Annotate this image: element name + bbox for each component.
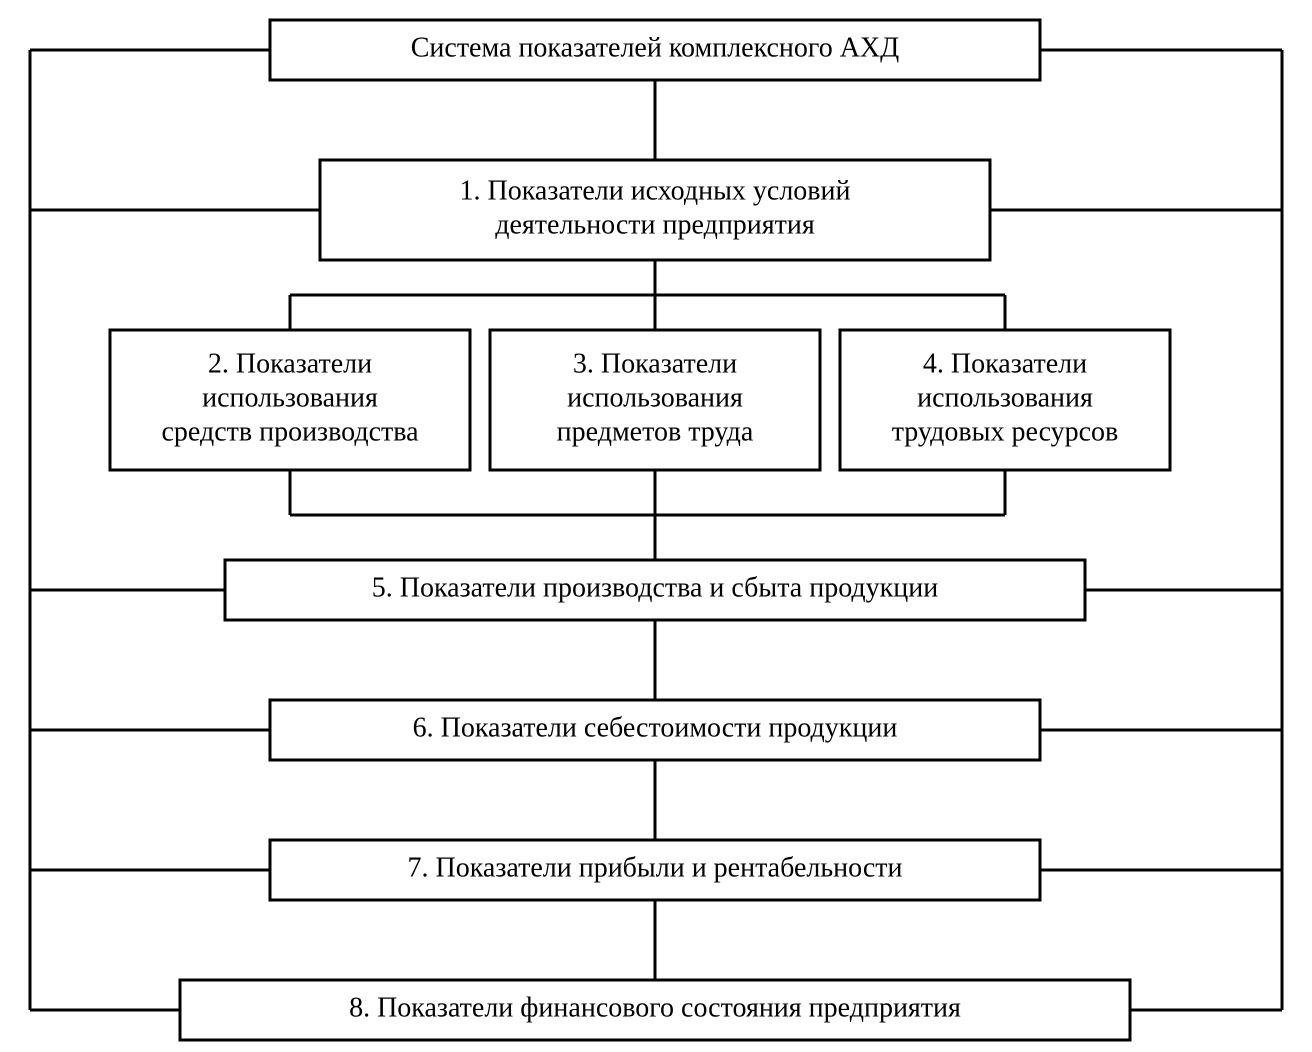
node-n2: 2. Показателииспользованиясредств произв… [110,330,470,470]
node-label-n4-0: 4. Показатели [923,348,1087,379]
node-label-n4-1: использования [917,382,1093,413]
node-n8: 8. Показатели финансового состояния пред… [180,980,1130,1040]
node-title: Система показателей комплексного АХД [270,20,1040,80]
node-n1: 1. Показатели исходных условийдеятельнос… [320,160,990,260]
node-label-n4-2: трудовых ресурсов [892,416,1119,447]
node-label-n8-0: 8. Показатели финансового состояния пред… [349,992,961,1023]
node-label-n7-0: 7. Показатели прибыли и рентабельности [408,852,903,883]
node-label-n2-1: использования [202,382,378,413]
node-n6: 6. Показатели себестоимости продукции [270,700,1040,760]
node-n3: 3. Показателииспользованияпредметов труд… [490,330,820,470]
boxes-layer: Система показателей комплексного АХД 1. П… [110,20,1170,1040]
node-label-n1-1: деятельности предприятия [495,209,815,240]
node-label-n3-1: использования [567,382,743,413]
node-label-n3-0: 3. Показатели [573,348,737,379]
node-label-n2-0: 2. Показатели [208,348,372,379]
node-label-title-0: Система показателей комплексного АХД [411,32,900,63]
node-n7: 7. Показатели прибыли и рентабельности [270,840,1040,900]
node-label-n1-0: 1. Показатели исходных условий [459,175,850,206]
node-n5: 5. Показатели производства и сбыта проду… [225,560,1085,620]
node-label-n3-2: предметов труда [557,416,754,447]
flowchart-canvas: Система показателей комплексного АХД 1. П… [0,0,1312,1052]
node-label-n5-0: 5. Показатели производства и сбыта проду… [372,572,938,603]
node-n4: 4. Показателииспользованиятрудовых ресур… [840,330,1170,470]
node-label-n6-0: 6. Показатели себестоимости продукции [413,712,898,743]
node-label-n2-2: средств производства [161,416,419,447]
